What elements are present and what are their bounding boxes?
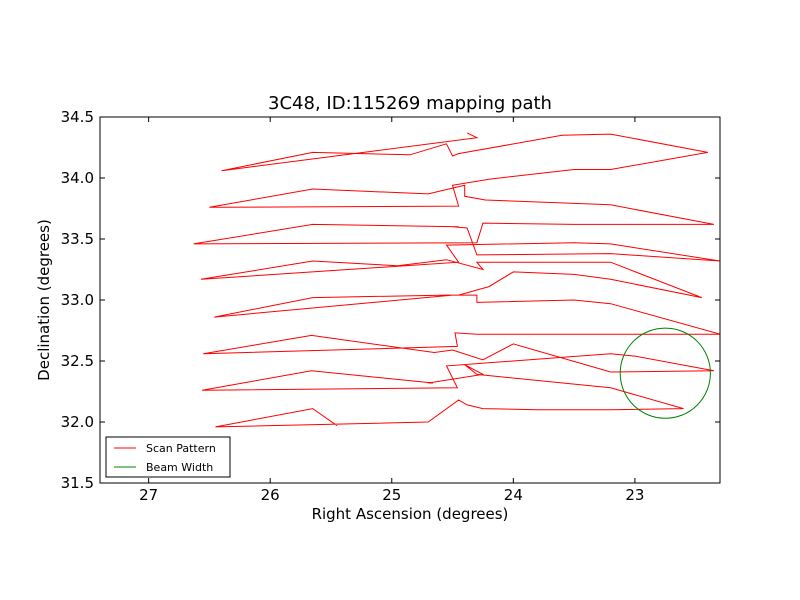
x-tick-label: 25 (382, 486, 401, 504)
y-axis-label: Declination (degrees) (35, 219, 53, 381)
plot-area (193, 132, 720, 428)
axis-tick-labels: 27 26 25 24 23 31.5 32.0 32.5 33.0 33.5 34.0 34.5 (61, 108, 645, 504)
legend: Scan Pattern Beam Width (105, 436, 231, 478)
y-tick-label: 34.5 (61, 108, 94, 126)
y-tick-label: 31.5 (61, 474, 94, 492)
x-tick-label: 24 (504, 486, 523, 504)
legend-box (105, 436, 231, 478)
x-axis-label: Right Ascension (degrees) (312, 505, 509, 523)
axis-ticks (100, 116, 720, 484)
y-tick-label: 32.5 (61, 352, 94, 370)
beam-width-circle (619, 327, 711, 419)
y-tick-label: 32.0 (61, 413, 94, 431)
y-tick-label: 34.0 (61, 169, 94, 187)
chart-title: 3C48, ID:115269 mapping path (268, 93, 552, 114)
scan-pattern-line (193, 132, 720, 428)
legend-beam-width-label: Beam Width (146, 461, 213, 474)
y-tick-label: 33.0 (61, 291, 94, 309)
x-tick-label: 23 (625, 486, 644, 504)
legend-scan-pattern-label: Scan Pattern (146, 442, 216, 455)
x-tick-label: 26 (261, 486, 280, 504)
x-tick-label: 27 (139, 486, 158, 504)
y-tick-label: 33.5 (61, 230, 94, 248)
